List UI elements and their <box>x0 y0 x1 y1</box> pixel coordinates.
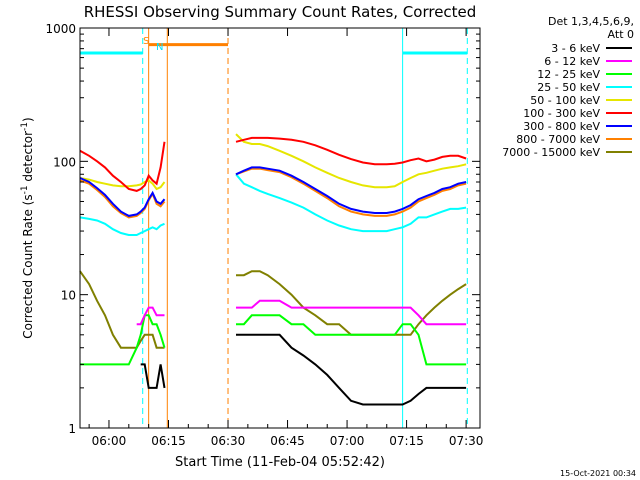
legend-label: 800 - 7000 keV <box>516 133 600 146</box>
series-line-s5 <box>79 177 166 191</box>
x-tick-label: 07:30 <box>449 434 484 448</box>
series-line-s6 <box>79 141 166 192</box>
y-tick-label: 1000 <box>45 22 76 36</box>
legend-label: 12 - 25 keV <box>537 68 600 81</box>
legend-header-line1: Det 1,3,4,5,6,9, <box>548 15 634 28</box>
legend-label: 50 - 100 keV <box>530 94 600 107</box>
x-tick-label: 06:30 <box>211 434 246 448</box>
x-tick-label: 06:15 <box>151 434 186 448</box>
series-line-s5 <box>235 133 467 189</box>
x-tick-label: 06:00 <box>92 434 127 448</box>
marker-s-label: S <box>143 36 149 47</box>
plot-area <box>79 28 468 428</box>
series-line-s1 <box>140 363 166 389</box>
legend-label: 6 - 12 keV <box>544 55 600 68</box>
series-line-s2 <box>236 299 467 326</box>
series-line-s6 <box>235 136 467 166</box>
series-line-s7 <box>79 177 166 217</box>
series-line-s3 <box>236 314 467 366</box>
legend-label: 7000 - 15000 keV <box>502 146 600 159</box>
series-line-s3 <box>80 314 166 366</box>
chart-title: RHESSI Observing Summary Count Rates, Co… <box>84 3 477 21</box>
y-tick-label: 1 <box>68 422 76 436</box>
legend-label: 3 - 6 keV <box>551 42 600 55</box>
legend-header-line2: Att 0 <box>608 28 634 41</box>
series-line-s7 <box>235 166 467 214</box>
x-axis-label: Start Time (11-Feb-04 05:52:42) <box>175 455 385 470</box>
plot-frame <box>79 27 481 429</box>
legend-label: 300 - 800 keV <box>523 120 600 133</box>
x-tick-label: 07:15 <box>389 434 424 448</box>
x-tick-label: 07:00 <box>330 434 365 448</box>
x-tick-label: 06:45 <box>270 434 305 448</box>
legend-label: 100 - 300 keV <box>523 107 600 120</box>
series-line-s4 <box>235 173 467 233</box>
y-axis-label: Corrected Count Rate (s-1 detector-1) <box>20 117 35 338</box>
y-tick-label: 10 <box>61 289 76 303</box>
series-line-s4 <box>79 216 165 236</box>
axes: 06:00 06:15 06:30 06:45 07:00 07:15 07:30 1 10 10… <box>45 22 483 448</box>
series-line-s1 <box>236 333 467 406</box>
legend-label: 25 - 50 keV <box>537 81 600 94</box>
series-line-s2 <box>136 306 165 326</box>
y-tick-label: 100 <box>53 155 76 169</box>
footer-date: 15-Oct-2021 00:34 <box>560 469 636 478</box>
series-line-s8 <box>235 167 467 217</box>
marker-n-label: N <box>156 42 163 53</box>
